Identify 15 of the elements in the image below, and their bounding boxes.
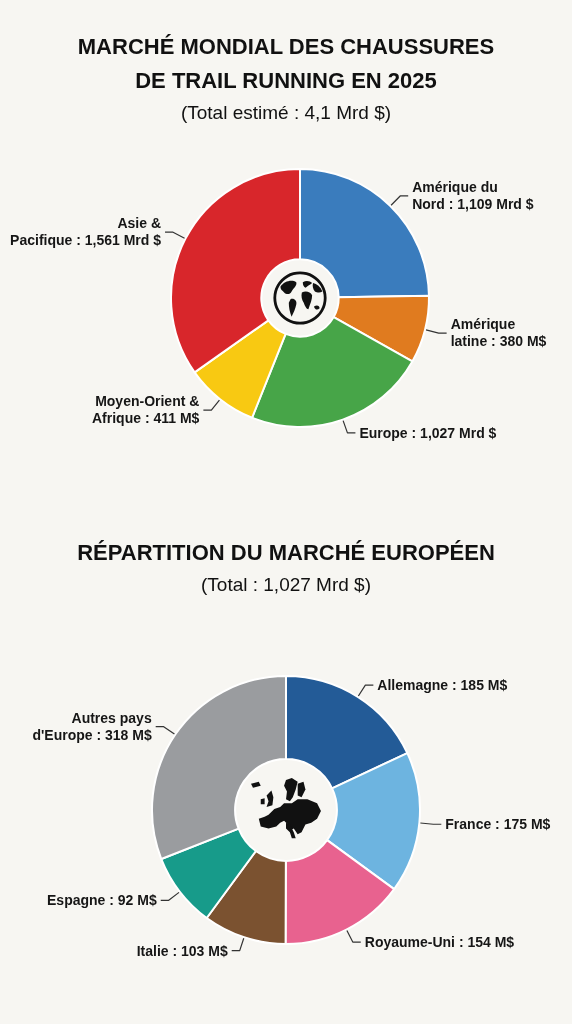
slice-label: France : 175 M$ [445, 815, 551, 833]
slice-label: Allemagne : 185 M$ [377, 676, 508, 694]
slice-label: Autres pays d'Europe : 318 M$ [31, 709, 152, 744]
chart-subtitle: (Total estimé : 4,1 Mrd $) [179, 101, 393, 125]
slice-label: Asie & Pacifique : 1,561 Mrd $ [9, 215, 162, 250]
slice-label: Italie : 103 M$ [136, 942, 228, 960]
slice-label: Moyen-Orient & Afrique : 411 M$ [91, 393, 200, 428]
slice-label: Royaume-Uni : 154 M$ [364, 933, 515, 951]
slice-label: Europe : 1,027 Mrd $ [359, 424, 497, 442]
chart-subtitle: (Total : 1,027 Mrd $) [200, 573, 372, 597]
chart-title: RÉPARTITION DU MARCHÉ EUROPÉEN [76, 539, 496, 567]
slice-label: Amérique du Nord : 1,109 Mrd $ [412, 178, 535, 213]
slice-label: Espagne : 92 M$ [47, 891, 157, 909]
slice-label: Amérique latine : 380 M$ [450, 316, 548, 351]
chart-title: MARCHÉ MONDIAL DES CHAUSSURES DE TRAIL RUNNING EN 2025 [76, 33, 496, 95]
